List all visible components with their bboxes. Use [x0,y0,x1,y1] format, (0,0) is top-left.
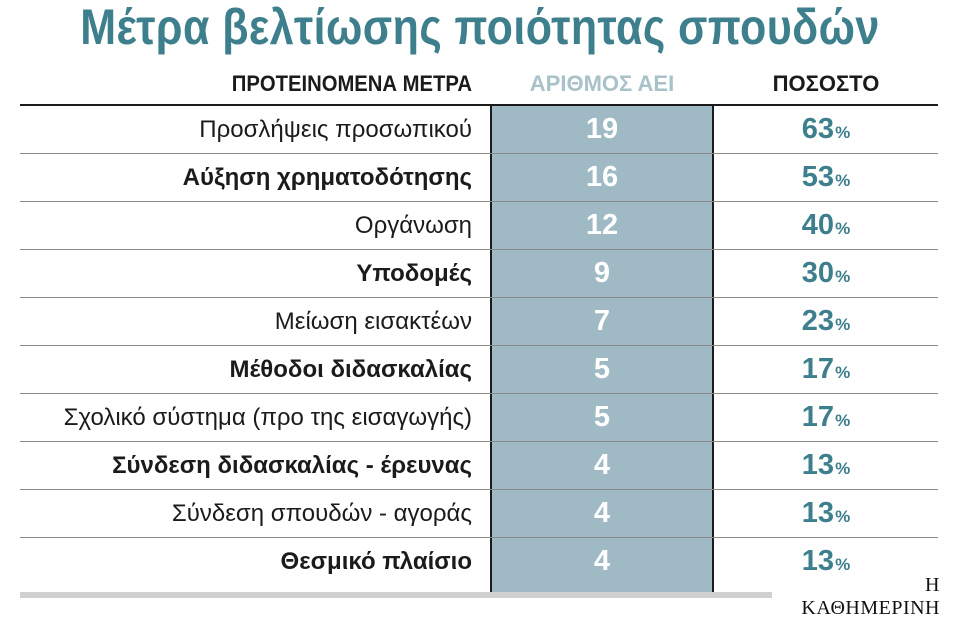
table-row: Προσλήψεις προσωπικού 19 63% [20,106,938,154]
measure-label: Αύξηση χρηματοδότησης [182,164,472,191]
count-column-band [490,106,714,594]
percent-sign: % [835,459,851,478]
table-row: Σχολικό σύστημα (προ της εισαγωγής) 5 17% [20,394,938,442]
percent-sign: % [835,555,851,574]
table-row: Μείωση εισακτέων 7 23% [20,298,938,346]
percent-sign: % [835,363,851,382]
percent-value: 17% [714,394,938,441]
count-value: 7 [593,305,611,337]
count-value: 4 [593,545,611,577]
percent-value: 23% [714,298,938,345]
source-logo: Η ΚΑΘΗΜΕΡΙΝΗ [801,574,940,619]
count-value: 12 [585,209,619,241]
table-row: Αύξηση χρηματοδότησης 16 53% [20,154,938,202]
percent-sign: % [835,219,851,238]
percent-number: 30 [801,257,835,289]
table-row: Σύνδεση διδασκαλίας - έρευνας 4 13% [20,442,938,490]
header-rule [20,104,938,106]
percent-number: 40 [801,209,835,241]
percent-value: 63% [714,106,938,153]
chart-title: Μέτρα βελτίωσης ποιότητας σπουδών [80,0,880,55]
footer-bar [20,592,772,598]
table-row: Θεσμικό πλαίσιο 4 13% [20,538,938,586]
percent-value: 13% [714,442,938,489]
measure-label: Οργάνωση [354,212,472,239]
header-count: ΑΡΙΘΜΟΣ ΑΕΙ [529,71,675,96]
percent-number: 23 [801,305,835,337]
percent-value: 17% [714,346,938,393]
percent-value: 53% [714,154,938,201]
percent-value: 13% [714,538,938,585]
percent-sign: % [835,267,851,286]
percent-number: 63 [801,113,835,145]
table-row: Υποδομές 9 30% [20,250,938,298]
measure-label: Προσλήψεις προσωπικού [199,116,472,143]
measure-label: Μέθοδοι διδασκαλίας [229,356,472,383]
percent-value: 40% [714,202,938,249]
count-value: 16 [585,161,619,193]
measure-label: Μείωση εισακτέων [274,308,472,335]
percent-sign: % [835,123,851,142]
percent-number: 53 [801,161,835,193]
measure-label: Υποδομές [356,260,472,287]
percent-sign: % [835,315,851,334]
count-value: 9 [593,257,611,289]
percent-value: 13% [714,490,938,537]
percent-sign: % [835,507,851,526]
count-value: 4 [593,497,611,529]
percent-sign: % [835,411,851,430]
count-value: 4 [593,449,611,481]
percent-number: 17 [801,401,835,433]
header-percent: ΠΟΣΟΣΤΟ [772,71,880,96]
count-value: 19 [585,113,619,145]
percent-value: 30% [714,250,938,297]
count-value: 5 [593,401,611,433]
table-row: Οργάνωση 12 40% [20,202,938,250]
measure-label: Σύνδεση διδασκαλίας - έρευνας [112,452,472,479]
table-row: Μέθοδοι διδασκαλίας 5 17% [20,346,938,394]
measure-label: Σύνδεση σπουδών - αγοράς [171,500,472,527]
percent-number: 13 [801,497,835,529]
percent-number: 13 [801,545,835,577]
table-row: Σύνδεση σπουδών - αγοράς 4 13% [20,490,938,538]
count-value: 5 [593,353,611,385]
measure-label: Θεσμικό πλαίσιο [280,548,472,575]
header-measures: ΠΡΟΤΕΙΝΟΜΕΝΑ ΜΕΤΡΑ [231,71,472,96]
measure-label: Σχολικό σύστημα (προ της εισαγωγής) [63,404,472,431]
percent-number: 13 [801,449,835,481]
data-table: ΠΡΟΤΕΙΝΟΜΕΝΑ ΜΕΤΡΑ ΑΡΙΘΜΟΣ ΑΕΙ ΠΟΣΟΣΤΟ Π… [20,64,938,594]
percent-sign: % [835,171,851,190]
percent-number: 17 [801,353,835,385]
